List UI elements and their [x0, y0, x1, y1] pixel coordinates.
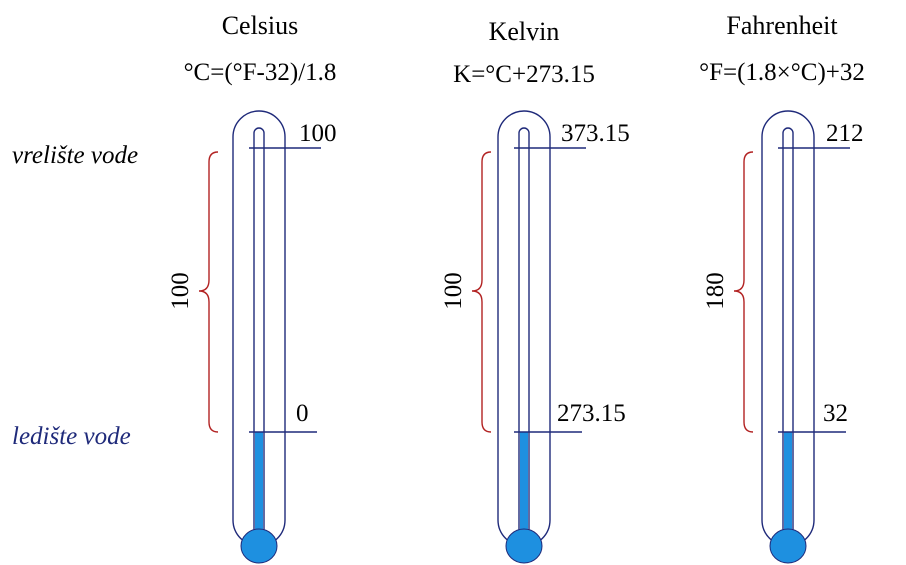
scale-title: Kelvin	[489, 17, 560, 46]
freezing-value: 273.15	[557, 400, 626, 427]
range-value: 100	[440, 272, 467, 310]
thermometer-bulb	[769, 528, 807, 564]
scale-formula: °C=(°F-32)/1.8	[184, 59, 337, 86]
range-brace	[198, 151, 219, 433]
thermometer	[497, 110, 586, 564]
celsius-scale: Celsius °C=(°F-32)/1.8 100 0 100	[167, 11, 337, 564]
scale-title: Celsius	[222, 11, 299, 40]
boiling-value: 373.15	[561, 120, 630, 147]
thermometer	[761, 110, 850, 564]
scale-formula: °F=(1.8×°C)+32	[699, 59, 865, 86]
range-value: 180	[702, 272, 729, 310]
freezing-point-label: ledište vode	[12, 423, 131, 450]
freezing-value: 0	[296, 400, 309, 427]
kelvin-scale: Kelvin K=°C+273.15 373.15 273.15 100	[440, 17, 630, 564]
range-brace	[733, 151, 754, 433]
boiling-value: 100	[299, 120, 337, 147]
fahrenheit-scale: Fahrenheit °F=(1.8×°C)+32 212 32 180	[699, 11, 865, 564]
liquid-column	[520, 432, 528, 536]
liquid-column	[255, 432, 263, 536]
scale-title: Fahrenheit	[726, 11, 838, 40]
freezing-value: 32	[823, 400, 848, 427]
scale-formula: K=°C+273.15	[453, 61, 595, 88]
thermometer	[232, 110, 321, 564]
thermometer-bulb	[505, 528, 543, 564]
boiling-value: 212	[826, 120, 864, 147]
range-value: 100	[167, 272, 194, 310]
liquid-column	[784, 432, 792, 536]
thermometer-bulb	[240, 528, 278, 564]
boiling-point-label: vrelište vode	[12, 142, 138, 169]
range-brace	[471, 151, 492, 433]
